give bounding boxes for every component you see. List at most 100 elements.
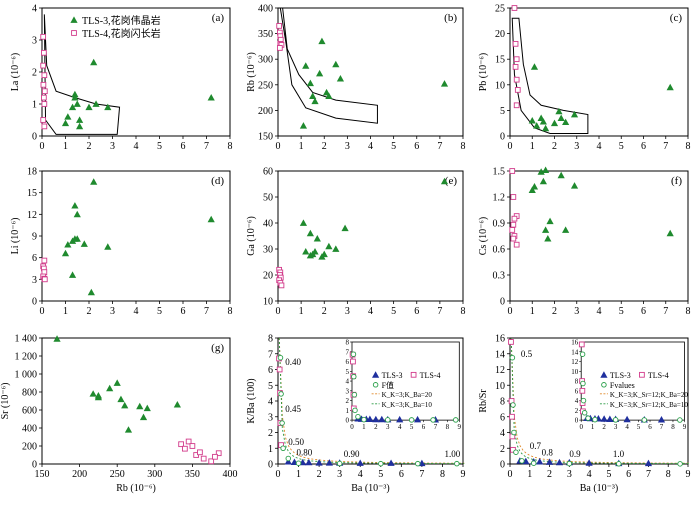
tls3-point xyxy=(76,122,84,130)
tls3-point xyxy=(562,226,570,233)
tls3-point xyxy=(117,395,125,403)
tls3-point xyxy=(325,459,333,466)
y-tick-label: 12 xyxy=(495,365,505,376)
inset-tls3-point xyxy=(378,415,386,423)
x-tick-label: 4 xyxy=(597,141,602,152)
panel-label: (b) xyxy=(444,12,457,24)
f-value-point xyxy=(454,460,460,467)
plot-frame xyxy=(41,170,231,302)
x-tick-label: 5 xyxy=(619,306,624,317)
panel-label: (e) xyxy=(445,175,458,187)
y-tick-label: 14 xyxy=(495,349,505,360)
legend-tls3-label: TLS-3,花岗伟晶岩 xyxy=(82,14,161,27)
y-tick-label: 5 xyxy=(500,106,505,117)
inset-x-tick-label: 1 xyxy=(591,423,595,431)
x-tick-label: 6 xyxy=(399,469,404,480)
tls4-point xyxy=(513,56,520,63)
panel-label: (f) xyxy=(671,175,682,187)
tls4-point xyxy=(41,88,48,95)
f-annotation: 0.7 xyxy=(530,441,542,451)
y-tick-label: 10 xyxy=(495,80,505,91)
tls3-point xyxy=(318,37,326,45)
tls3-point xyxy=(71,202,79,209)
tls3-point xyxy=(570,182,579,189)
tls3-point xyxy=(539,177,547,185)
y-tick-label: 8 xyxy=(268,334,273,345)
f-annotation: 0.45 xyxy=(285,404,301,414)
inset-x-tick-label: 9 xyxy=(683,423,687,431)
inset-tls3-point xyxy=(623,415,631,423)
f-value-point xyxy=(279,420,285,426)
tls4-point xyxy=(41,276,48,283)
tls3-point xyxy=(284,458,292,465)
legend-f-marker xyxy=(372,382,379,388)
x-tick-label: 2 xyxy=(87,141,92,152)
tls3-point xyxy=(85,103,93,111)
inset-tls3-point xyxy=(372,415,380,423)
inset-y-tick-label: 0 xyxy=(346,417,350,425)
x-tick-label: 0 xyxy=(276,469,281,480)
x-tick-label: 4 xyxy=(134,306,139,317)
legend-f-label: F值 xyxy=(382,380,394,390)
x-tick-label: 2 xyxy=(317,469,322,480)
tls3-point xyxy=(585,459,593,466)
inset-y-tick-label: 3 xyxy=(346,387,350,395)
tls4-point xyxy=(509,168,516,174)
tls4-point xyxy=(189,443,196,449)
inset-x-tick-label: 7 xyxy=(434,423,438,431)
tls3-point xyxy=(87,288,95,296)
y-tick-label: 350 xyxy=(258,29,273,40)
x-tick-label: 9 xyxy=(686,469,691,480)
x-tick-label: 7 xyxy=(663,141,668,152)
f-value-point xyxy=(415,460,421,467)
x-tick-label: 6 xyxy=(641,306,646,317)
x-tick-label: 5 xyxy=(378,469,383,480)
x-tick-label: 2 xyxy=(547,469,552,480)
inset-f-value-point xyxy=(352,407,358,414)
y-tick-label: 9 xyxy=(32,232,37,243)
x-tick-label: 2 xyxy=(87,306,92,317)
tls3-point xyxy=(76,116,84,123)
tls3-point xyxy=(53,335,61,342)
f-value-point xyxy=(277,354,284,361)
f-annotation: 0.40 xyxy=(285,357,301,367)
f-annotation: 0.8 xyxy=(542,447,554,457)
tls4-point xyxy=(276,366,283,373)
tls3-point xyxy=(73,235,81,242)
y-tick-label: 1 000 xyxy=(15,370,38,381)
x-tick-label: 3 xyxy=(337,469,342,480)
x-tick-label: 350 xyxy=(185,469,200,480)
tls3-point xyxy=(89,390,97,397)
tls3-point xyxy=(533,122,541,129)
plot-frame xyxy=(277,7,464,137)
tls4-point xyxy=(509,227,516,233)
tls4-point xyxy=(511,5,518,11)
y-tick-label: 15 xyxy=(27,188,37,199)
tls3-point xyxy=(299,122,308,129)
f-annotation: 0.90 xyxy=(344,449,360,459)
inset-x-tick-label: 3 xyxy=(386,423,390,431)
tls4-point xyxy=(208,458,215,465)
y-axis-label: La (10⁻⁶) xyxy=(10,53,21,91)
tls4-point xyxy=(40,117,47,123)
y-tick-label: 2 xyxy=(500,444,505,455)
x-tick-label: 3 xyxy=(110,141,115,152)
tls3-point xyxy=(555,107,563,115)
inset-tls3-point xyxy=(600,415,608,422)
x-tick-label: 3 xyxy=(110,306,115,317)
tls3-point xyxy=(316,69,324,77)
legend-tls4-label: TLS-4,花岗闪长岩 xyxy=(82,27,161,40)
legend-f-marker xyxy=(601,382,607,388)
legend-tls4-marker xyxy=(639,371,645,378)
tls3-point xyxy=(71,94,79,101)
inset-tls4-point xyxy=(579,387,586,394)
inset-x-tick-label: 8 xyxy=(671,423,675,431)
tls4-point xyxy=(512,40,519,47)
mixing-curve xyxy=(278,337,465,464)
x-tick-label: 2 xyxy=(552,306,557,317)
y-tick-label: 5 xyxy=(268,381,273,392)
inset-y-tick-label: 2 xyxy=(346,397,350,405)
legend-tls4-label: TLS-4 xyxy=(648,371,669,380)
inset-x-tick-label: 0 xyxy=(579,423,583,431)
